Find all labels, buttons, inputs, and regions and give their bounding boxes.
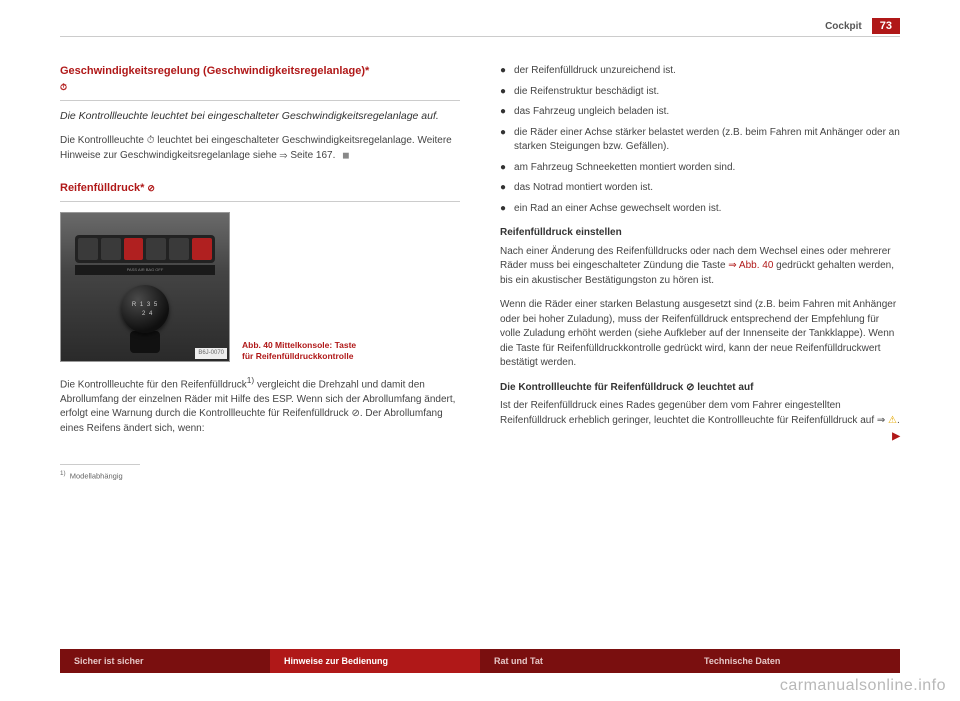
page-number: 73	[872, 18, 900, 34]
sub2-title: Die Kontrollleuchte für Reifenfülldruck …	[500, 381, 900, 396]
list-item: ● das Fahrzeug ungleich beladen ist.	[500, 105, 900, 120]
tab-techdata[interactable]: Technische Daten	[690, 649, 900, 673]
section-label: Cockpit	[825, 21, 862, 32]
esp-button	[169, 238, 189, 260]
tab-operation[interactable]: Hinweise zur Bedienung	[270, 649, 480, 673]
header-rule	[60, 36, 900, 37]
right-column: ● der Reifenfülldruck unzureichend ist. ●…	[500, 64, 900, 483]
tab-safety[interactable]: Sicher ist sicher	[60, 649, 270, 673]
sub1: Reifenfülldruck einstellen Nach einer Än…	[500, 226, 900, 288]
section-title-speed: Geschwindigkeitsregelung (Geschwindigkei…	[60, 64, 460, 101]
lead-text: Die Kontrollleuchte leuchtet bei eingesc…	[60, 109, 460, 124]
title-text: Geschwindigkeitsregelung (Geschwindigkei…	[60, 65, 369, 77]
continue-arrow-icon: ▶	[892, 430, 900, 445]
set-button	[192, 238, 212, 260]
panel-sub-label: PASS AIR BAG OFF	[75, 265, 215, 275]
page-header: Cockpit 73	[825, 18, 900, 34]
figure-block: PASS AIR BAG OFF R 1 3 5 2 4 B6J-0070 Ab…	[60, 212, 460, 362]
watermark: carmanualsonline.info	[780, 677, 946, 695]
tab-label: Sicher ist sicher	[74, 656, 144, 666]
bullet-text: das Fahrzeug ungleich beladen ist.	[514, 105, 669, 120]
para-speed: Die Kontrollleuchte ⏱ leuchtet bei einge…	[60, 134, 460, 163]
panel-button	[101, 238, 121, 260]
footnote: 1) Modellabhängig	[60, 469, 460, 482]
bullet-text: der Reifenfülldruck unzureichend ist.	[514, 64, 676, 79]
bullet-dot: ●	[500, 161, 506, 176]
bullet-dot: ●	[500, 85, 506, 100]
block-end-icon: ◼	[342, 150, 349, 160]
list-item: ● die Reifenstruktur beschädigt ist.	[500, 85, 900, 100]
panel-button	[146, 238, 166, 260]
bullet-text: am Fahrzeug Schneeketten montiert worden…	[514, 161, 735, 176]
sub2-body: Ist der Reifenfülldruck eines Rades gege…	[500, 399, 900, 428]
hazard-button	[124, 238, 144, 260]
footnote-rule	[60, 464, 140, 465]
figure-ref: ⇒ Abb. 40	[728, 260, 773, 271]
title-text: Reifenfülldruck*	[60, 182, 147, 194]
list-item: ● ein Rad an einer Achse gewechselt worde…	[500, 202, 900, 217]
bullet-dot: ●	[500, 64, 506, 79]
shift-knob: R 1 3 5 2 4	[121, 285, 169, 333]
bullet-list: ● der Reifenfülldruck unzureichend ist. ●…	[500, 64, 900, 216]
bullet-dot: ●	[500, 126, 506, 155]
console-panel	[75, 235, 215, 263]
bullet-text: ein Rad an einer Achse gewechselt worden…	[514, 202, 721, 217]
footer-tabs: Sicher ist sicher Hinweise zur Bedienung…	[60, 649, 900, 673]
bullet-dot: ●	[500, 202, 506, 217]
tab-tips[interactable]: Rat und Tat	[480, 649, 690, 673]
text: Ist der Reifenfülldruck eines Rades gege…	[500, 400, 888, 426]
cruise-icon: ⏱	[60, 82, 67, 92]
panel-button	[78, 238, 98, 260]
left-column: Geschwindigkeitsregelung (Geschwindigkei…	[60, 64, 460, 483]
sub2: Die Kontrollleuchte für Reifenfülldruck …	[500, 381, 900, 429]
sub1-p2: Wenn die Räder einer starken Belastung a…	[500, 298, 900, 371]
list-item: ● das Notrad montiert worden ist.	[500, 181, 900, 196]
bullet-text: die Reifenstruktur beschädigt ist.	[514, 85, 659, 100]
para-text: Die Kontrollleuchte für den Reifenfülldr…	[60, 379, 247, 390]
bullet-text: das Notrad montiert worden ist.	[514, 181, 653, 196]
warning-icon: ⚠	[888, 415, 897, 426]
shift-stem	[130, 331, 160, 353]
bullet-text: die Räder einer Achse stärker belastet w…	[514, 126, 900, 155]
bullet-dot: ●	[500, 105, 506, 120]
list-item: ● die Räder einer Achse stärker belastet …	[500, 126, 900, 155]
section-title-tyre: Reifenfülldruck* ⊘	[60, 181, 460, 202]
list-item: ● der Reifenfülldruck unzureichend ist.	[500, 64, 900, 79]
tyre-icon: ⊘	[147, 183, 155, 193]
para-text: Die Kontrollleuchte ⏱ leuchtet bei einge…	[60, 135, 452, 161]
tab-label: Technische Daten	[704, 656, 780, 666]
figure-image: PASS AIR BAG OFF R 1 3 5 2 4 B6J-0070	[60, 212, 230, 362]
content-columns: Geschwindigkeitsregelung (Geschwindigkei…	[60, 64, 900, 483]
list-item: ● am Fahrzeug Schneeketten montiert worde…	[500, 161, 900, 176]
para-tyre: Die Kontrollleuchte für den Reifenfülldr…	[60, 374, 460, 436]
tab-label: Rat und Tat	[494, 656, 543, 666]
text: .	[897, 415, 900, 426]
footnote-mark: 1)	[60, 470, 66, 477]
bullet-dot: ●	[500, 181, 506, 196]
figure-caption: Abb. 40 Mittelkonsole: Taste für Reifenf…	[242, 340, 362, 362]
sub1-body: Nach einer Änderung des Reifenfülldrucks…	[500, 245, 900, 289]
image-tag: B6J-0070	[195, 348, 227, 359]
page: Cockpit 73 Geschwindigkeitsregelung (Ges…	[0, 0, 960, 701]
tab-label: Hinweise zur Bedienung	[284, 656, 388, 666]
footnote-text: Modellabhängig	[70, 472, 123, 481]
sub1-title: Reifenfülldruck einstellen	[500, 226, 900, 241]
